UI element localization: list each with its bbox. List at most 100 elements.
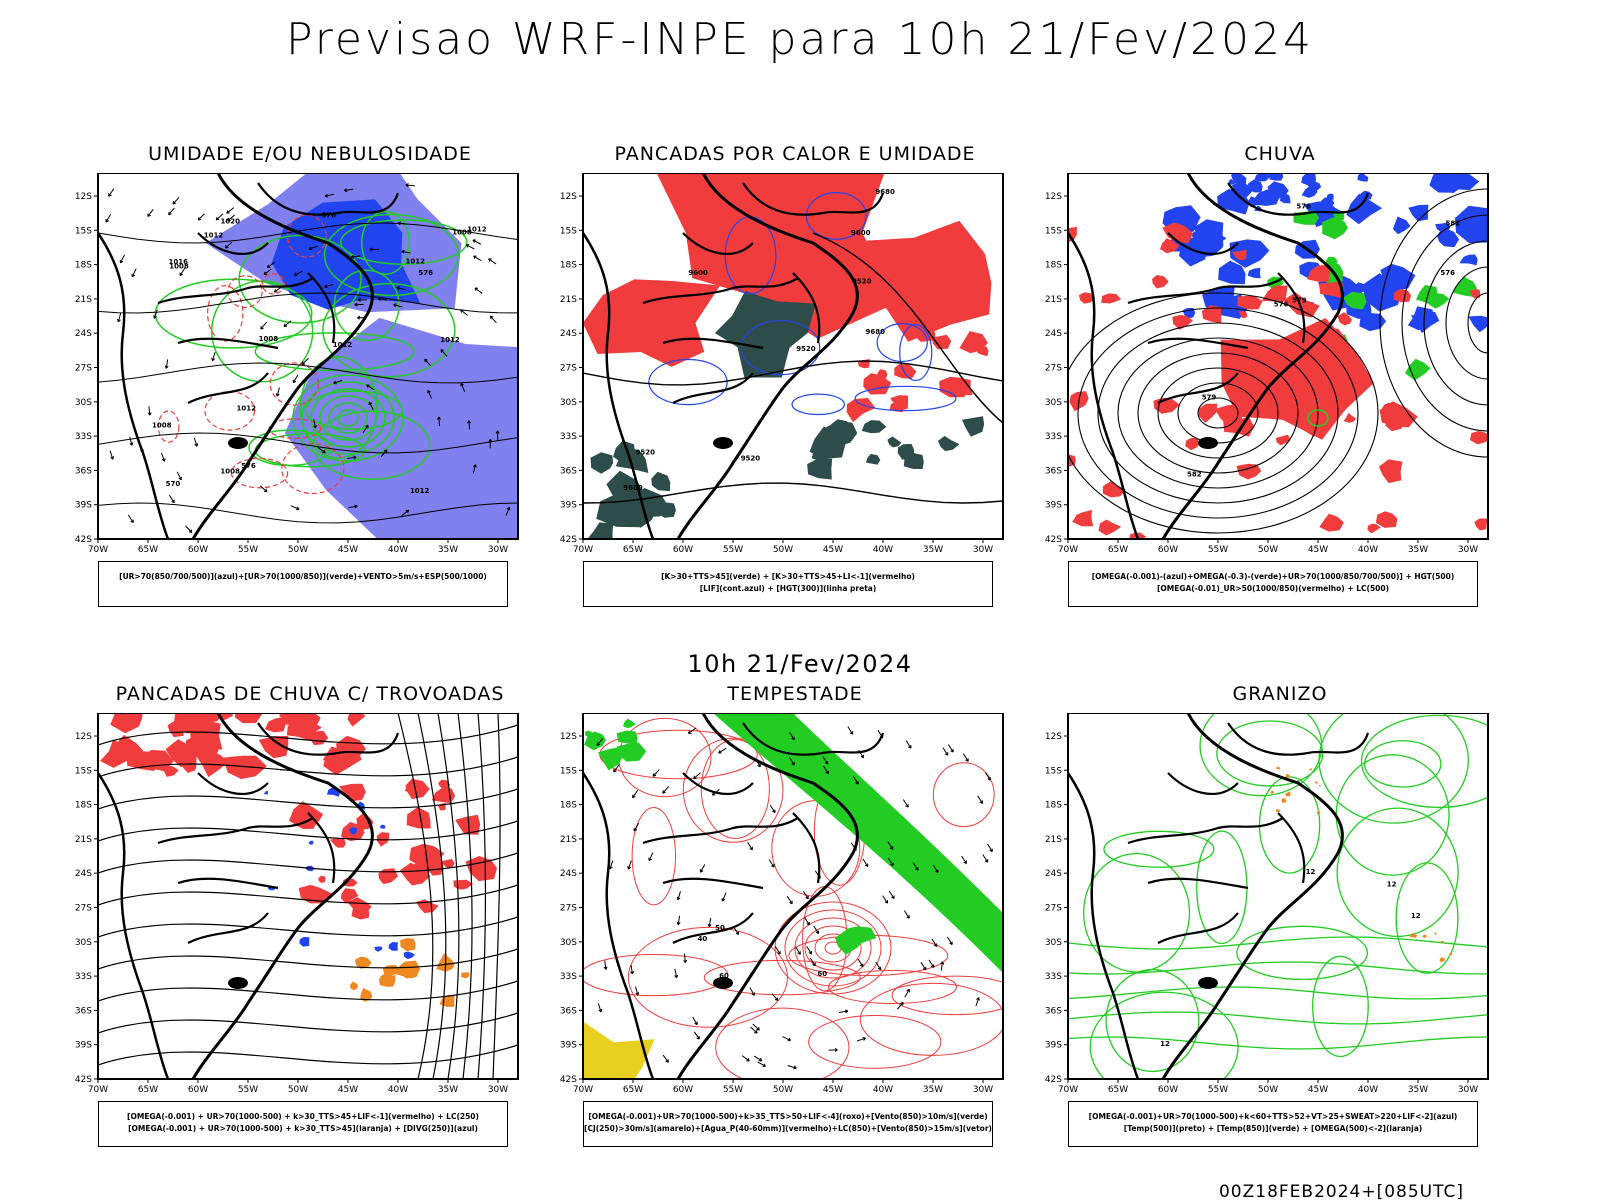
lat-tick-label: 15S: [75, 766, 92, 776]
contour-label: 1012: [440, 336, 460, 344]
lon-tick-label: 40W: [388, 1085, 408, 1095]
map-plot: 58257658257957657957612S15S18S21S24S27S3…: [1040, 173, 1520, 558]
contour-label: 579: [1202, 394, 1217, 402]
contour-label: 9520: [796, 345, 816, 353]
lon-tick-label: 50W: [288, 1085, 308, 1095]
lon-tick-label: 55W: [1208, 545, 1228, 555]
panel-legend: [K>30+TTS>45](verde) + [K>30+TTS>45+LI<-…: [583, 561, 993, 607]
lat-tick-label: 15S: [1045, 226, 1062, 236]
lon-tick-label: 50W: [1258, 545, 1278, 555]
legend-line: [OMEGA(-0.001)+UR>70(1000-500)+k<60+TTS>…: [1069, 1111, 1477, 1123]
panel-legend: [UR>70(850/700/500)](azul)+[UR>70(1000/8…: [98, 561, 508, 607]
lat-tick-label: 24S: [1045, 869, 1062, 879]
lon-tick-label: 55W: [1208, 1085, 1228, 1095]
contour-label: 579: [1292, 297, 1307, 305]
lon-tick-label: 60W: [1158, 1085, 1178, 1095]
lon-tick-label: 60W: [673, 1085, 693, 1095]
lon-tick-label: 40W: [388, 545, 408, 555]
lat-tick-label: 42S: [560, 535, 577, 545]
lat-tick-label: 15S: [560, 766, 577, 776]
legend-line: [Temp(500)](preto) + [Temp(850)](verde) …: [1069, 1123, 1477, 1135]
lon-tick-label: 65W: [138, 545, 158, 555]
lon-tick-label: 30W: [488, 545, 508, 555]
lon-tick-label: 35W: [1408, 545, 1428, 555]
lat-tick-label: 18S: [1045, 801, 1062, 811]
model-run-label: 00Z18FEB2024+[085UTC]: [1219, 1182, 1464, 1202]
lat-tick-label: 39S: [1045, 1041, 1062, 1051]
map-plot: 1012101210081012100810081012100810121008…: [70, 173, 550, 558]
lon-tick-label: 40W: [1358, 1085, 1378, 1095]
lon-tick-label: 70W: [88, 1085, 108, 1095]
lat-tick-label: 24S: [75, 329, 92, 339]
lat-tick-label: 30S: [560, 938, 577, 948]
lat-tick-label: 42S: [1045, 1075, 1062, 1085]
lon-tick-label: 35W: [438, 545, 458, 555]
contour-label: 9520: [636, 448, 656, 456]
panel-title: UMIDADE E/OU NEBULOSIDADE: [70, 143, 550, 165]
lon-tick-label: 35W: [923, 545, 943, 555]
lat-tick-label: 39S: [75, 501, 92, 511]
contour-label: 582: [1187, 471, 1202, 479]
contour-label: 576: [1274, 301, 1289, 309]
lon-tick-label: 30W: [973, 545, 993, 555]
lat-tick-label: 30S: [1045, 398, 1062, 408]
lon-tick-label: 40W: [1358, 545, 1378, 555]
lat-tick-label: 15S: [560, 226, 577, 236]
lake-mark: [228, 437, 248, 449]
lake-mark: [1198, 977, 1218, 989]
lon-tick-label: 70W: [573, 545, 593, 555]
legend-line: [OMEGA(-0.01)_UR>50(1000/850)(vermelho) …: [1069, 583, 1477, 595]
lat-tick-label: 30S: [1045, 938, 1062, 948]
contour-label: 9520: [741, 454, 761, 462]
contour-label: 9680: [875, 188, 895, 196]
lat-tick-label: 18S: [560, 261, 577, 271]
lat-tick-label: 27S: [560, 904, 577, 914]
lat-tick-label: 12S: [560, 192, 577, 202]
lon-tick-label: 65W: [1108, 1085, 1128, 1095]
lat-tick-label: 24S: [1045, 329, 1062, 339]
lake-mark: [1198, 437, 1218, 449]
lat-tick-label: 24S: [75, 869, 92, 879]
lon-tick-label: 60W: [673, 545, 693, 555]
lat-tick-label: 21S: [560, 835, 577, 845]
lat-tick-label: 24S: [560, 329, 577, 339]
contour-label: 576: [418, 269, 433, 277]
legend-line: [K>30+TTS>45](verde) + [K>30+TTS>45+LI<-…: [584, 571, 992, 583]
lat-tick-label: 33S: [560, 432, 577, 442]
lon-tick-label: 70W: [1058, 1085, 1078, 1095]
contour-label: 570: [166, 480, 181, 488]
contour-label: 1008: [220, 468, 240, 476]
contour-label: 40: [698, 935, 708, 943]
page-title: Previsao WRF-INPE para 10h 21/Fev/2024: [0, 14, 1600, 65]
legend-line: [LIF](cont.azul) + [HGT(300)](linha pret…: [584, 583, 992, 595]
lat-tick-label: 36S: [75, 1006, 92, 1016]
contour-label: 582: [1446, 219, 1461, 227]
panel-title: CHUVA: [1040, 143, 1520, 165]
lat-tick-label: 36S: [1045, 466, 1062, 476]
lon-tick-label: 40W: [873, 545, 893, 555]
legend-line: [OMEGA(-0.001)+UR>70(1000-500)+k>35_TTS>…: [584, 1111, 992, 1123]
lon-tick-label: 50W: [773, 545, 793, 555]
contour-label: 576: [1440, 269, 1455, 277]
contour-label: 9600: [623, 484, 643, 492]
contour-label: 576: [321, 212, 336, 220]
lat-tick-label: 27S: [75, 364, 92, 374]
contour-label: 1020: [220, 218, 240, 226]
legend-line: [CJ(250)>30m/s](amarelo)+[Agua_P(40-60mm…: [584, 1123, 992, 1135]
contour-label: 9520: [852, 277, 872, 285]
contour-label: 1012: [204, 231, 224, 239]
lon-tick-label: 30W: [488, 1085, 508, 1095]
legend-line: [OMEGA(-0.001)-(azul)+OMEGA(-0.3)-(verde…: [1069, 571, 1477, 583]
lat-tick-label: 12S: [560, 732, 577, 742]
lat-tick-label: 39S: [560, 501, 577, 511]
lon-tick-label: 30W: [1458, 1085, 1478, 1095]
lat-tick-label: 42S: [1045, 535, 1062, 545]
panel-title: GRANIZO: [1040, 683, 1520, 705]
lat-tick-label: 21S: [75, 295, 92, 305]
lon-tick-label: 40W: [873, 1085, 893, 1095]
contour-label: 50: [715, 924, 725, 932]
contour-label: 60: [719, 972, 729, 980]
panel-legend: [OMEGA(-0.001) + UR>70(1000-500) + k>30_…: [98, 1101, 508, 1147]
